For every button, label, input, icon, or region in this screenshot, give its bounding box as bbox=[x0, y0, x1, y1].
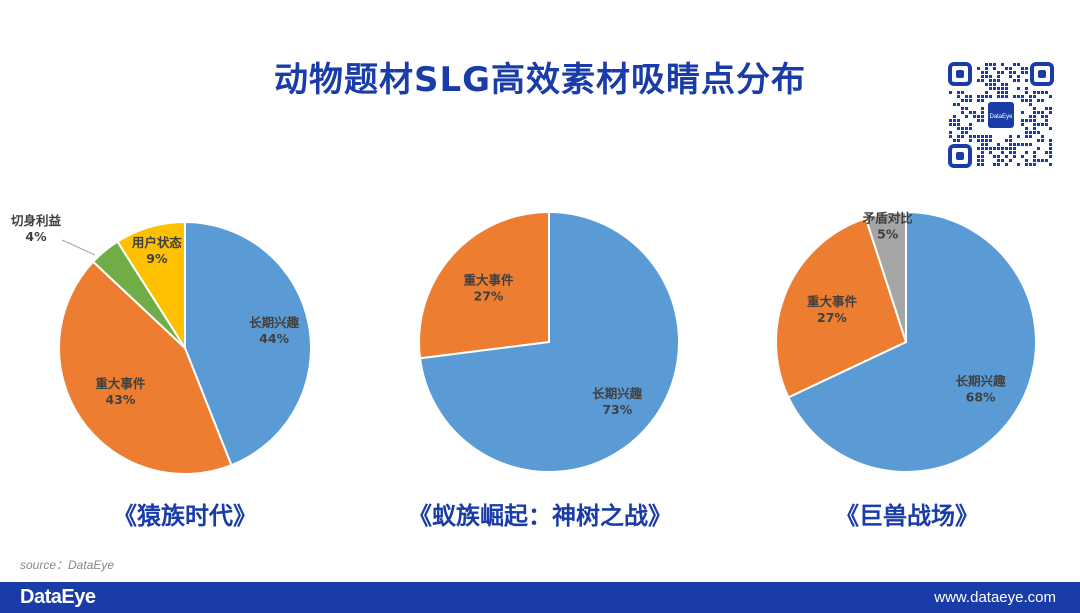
pie1-value-4: 9% bbox=[146, 251, 168, 266]
pie3-value-2: 27% bbox=[817, 310, 847, 325]
chart-title-1: 《猿族时代》 bbox=[113, 502, 257, 530]
pie3-label-3: 矛盾对比 bbox=[862, 210, 914, 225]
pie3-slice-3 bbox=[864, 210, 907, 343]
pie2-value-2: 27% bbox=[474, 289, 504, 304]
pie1-slice-1 bbox=[184, 220, 312, 467]
pie3-slice-1 bbox=[787, 210, 1037, 473]
pie1-leader-3 bbox=[61, 239, 96, 256]
pie3-label-1: 长期兴趣 bbox=[956, 373, 1007, 388]
pie3-label-2: 重大事件 bbox=[807, 294, 858, 309]
pie3-slice-2 bbox=[775, 217, 908, 399]
chart-title-3: 《巨兽战场》 bbox=[835, 502, 979, 530]
pie1-label-3: 切身利益 bbox=[11, 213, 62, 228]
qr-code-icon: DataEye bbox=[948, 62, 1054, 168]
pie2-label-2: 重大事件 bbox=[463, 273, 514, 288]
pie3-value-1: 68% bbox=[966, 389, 996, 404]
pie1-label-2: 重大事件 bbox=[95, 376, 146, 391]
footer-logo: DataEye bbox=[20, 586, 96, 608]
pie2-slice-2 bbox=[418, 210, 550, 360]
pie1-value-1: 44% bbox=[259, 331, 289, 346]
footer-bar: DataEye www.dataeye.com bbox=[0, 582, 1080, 613]
footer-url[interactable]: www.dataeye.com bbox=[934, 589, 1056, 606]
pie1-label-1: 长期兴趣 bbox=[249, 315, 300, 330]
chart-title-2: 《蚁族崛起：神树之战》 bbox=[408, 502, 672, 530]
qr-badge: DataEye bbox=[989, 114, 1013, 120]
pie3-value-3: 5% bbox=[877, 226, 899, 241]
pie1-value-2: 43% bbox=[105, 392, 135, 407]
pie1-slice-2 bbox=[58, 260, 233, 475]
pie2-label-1: 长期兴趣 bbox=[592, 386, 643, 401]
pie2-value-1: 73% bbox=[602, 402, 632, 417]
source-note: source：DataEye bbox=[20, 558, 115, 572]
pie1-value-3: 4% bbox=[25, 229, 47, 244]
page-title: 动物题材SLG高效素材吸睛点分布 bbox=[273, 60, 807, 100]
pie1-label-4: 用户状态 bbox=[131, 235, 183, 250]
pie1-slice-4 bbox=[116, 220, 186, 352]
